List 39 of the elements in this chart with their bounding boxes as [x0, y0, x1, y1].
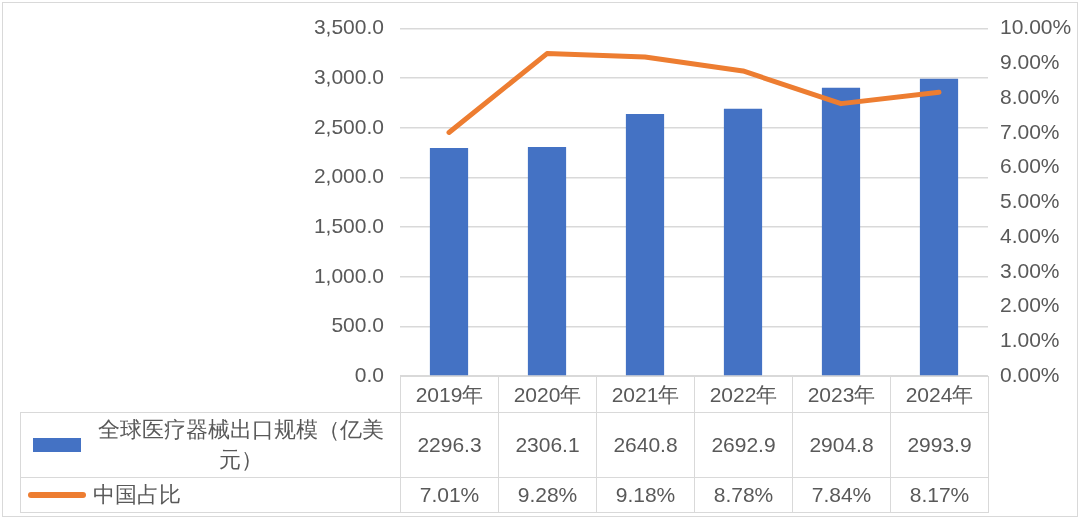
y-tick-label: 500.0 — [331, 313, 384, 337]
x-tick-label: 2023年 — [792, 376, 891, 413]
y2-tick-label: 2.00% — [1000, 293, 1060, 317]
data-label: 7.84% — [792, 477, 891, 513]
y2-tick-label: 3.00% — [1000, 258, 1060, 282]
x-tick-label: 2019年 — [400, 376, 499, 413]
y-tick-label: 1,000.0 — [313, 263, 384, 287]
y-tick-label: 0.0 — [354, 362, 384, 386]
legend-label: 全球医疗器械出口规模（亿美元） — [97, 416, 385, 474]
data-label: 9.18% — [596, 477, 695, 513]
data-label: 7.01% — [400, 477, 499, 513]
x-tick-label: 2020年 — [498, 376, 597, 413]
data-label: 2306.1 — [498, 412, 597, 478]
data-label: 2296.3 — [400, 412, 499, 478]
y-tick-label: 2,500.0 — [313, 114, 384, 138]
x-tick-label: 2021年 — [596, 376, 695, 413]
x-tick-label: 2022年 — [694, 376, 793, 413]
y-tick-label: 2,000.0 — [313, 164, 384, 188]
y2-tick-label: 5.00% — [1000, 189, 1060, 213]
y2-tick-label: 1.00% — [1000, 328, 1060, 352]
y2-tick-label: 10.00% — [1000, 15, 1072, 39]
data-label: 8.78% — [694, 477, 793, 513]
y2-tick-label: 8.00% — [1000, 84, 1060, 108]
data-label: 9.28% — [498, 477, 597, 513]
y-tick-label: 3,000.0 — [313, 65, 384, 89]
data-label: 2640.8 — [596, 412, 695, 478]
data-label: 8.17% — [890, 477, 989, 513]
data-label: 2692.9 — [694, 412, 793, 478]
data-label: 2993.9 — [890, 412, 989, 478]
x-tick-label: 2024年 — [890, 376, 989, 413]
legend-label: 中国占比 — [93, 481, 181, 509]
y2-tick-label: 0.00% — [1000, 362, 1060, 386]
y-tick-label: 3,500.0 — [313, 15, 384, 39]
y2-tick-label: 7.00% — [1000, 119, 1060, 143]
y-tick-label: 1,500.0 — [313, 213, 384, 237]
data-label: 2904.8 — [792, 412, 891, 478]
y2-tick-label: 6.00% — [1000, 154, 1060, 178]
y2-tick-label: 9.00% — [1000, 50, 1060, 74]
y2-tick-label: 4.00% — [1000, 223, 1060, 247]
